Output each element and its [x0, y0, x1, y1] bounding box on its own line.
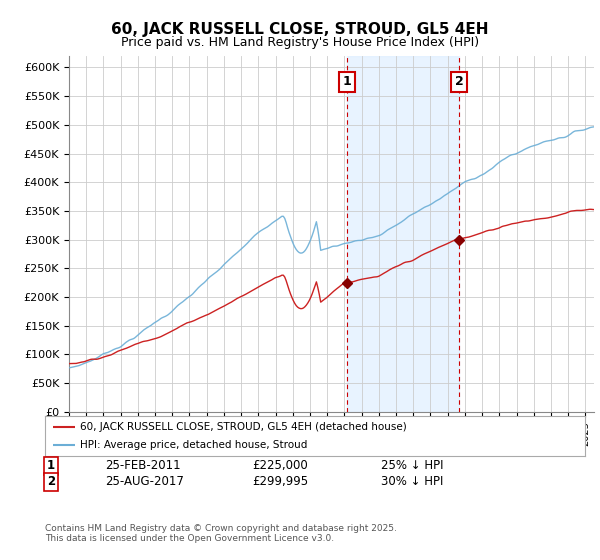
Text: 25% ↓ HPI: 25% ↓ HPI [381, 459, 443, 473]
Text: Price paid vs. HM Land Registry's House Price Index (HPI): Price paid vs. HM Land Registry's House … [121, 36, 479, 49]
Text: HPI: Average price, detached house, Stroud: HPI: Average price, detached house, Stro… [80, 440, 307, 450]
Text: Contains HM Land Registry data © Crown copyright and database right 2025.
This d: Contains HM Land Registry data © Crown c… [45, 524, 397, 543]
Text: 2: 2 [455, 75, 463, 88]
Text: 2: 2 [47, 475, 55, 488]
Bar [347, 56, 459, 412]
Text: 1: 1 [343, 75, 352, 88]
Text: £299,995: £299,995 [252, 475, 308, 488]
Text: 25-AUG-2017: 25-AUG-2017 [105, 475, 184, 488]
Text: 1: 1 [47, 459, 55, 473]
Text: 30% ↓ HPI: 30% ↓ HPI [381, 475, 443, 488]
Text: 60, JACK RUSSELL CLOSE, STROUD, GL5 4EH: 60, JACK RUSSELL CLOSE, STROUD, GL5 4EH [111, 22, 489, 38]
Text: 25-FEB-2011: 25-FEB-2011 [105, 459, 181, 473]
Text: 60, JACK RUSSELL CLOSE, STROUD, GL5 4EH (detached house): 60, JACK RUSSELL CLOSE, STROUD, GL5 4EH … [80, 422, 407, 432]
Text: £225,000: £225,000 [252, 459, 308, 473]
